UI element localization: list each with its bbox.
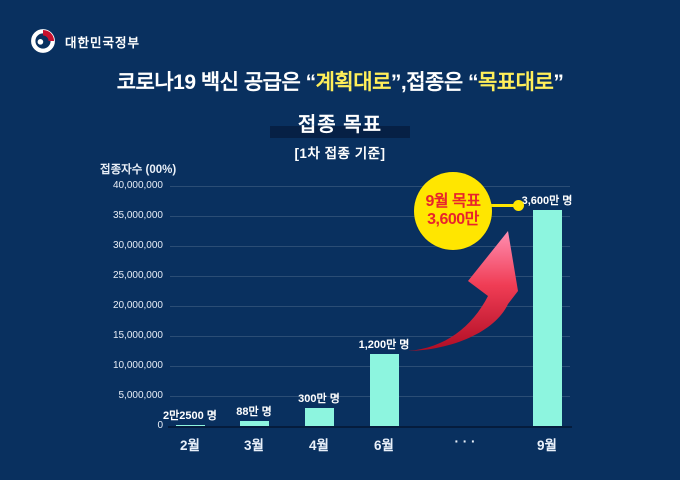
x-tick-label: 2월 <box>180 438 200 453</box>
bar-value-label: 1,200만 명 <box>358 339 410 351</box>
chart-title-text: 접종 목표 <box>297 114 383 136</box>
x-tick-label: 4월 <box>309 438 329 453</box>
bar-value-label: 2만2500 명 <box>163 410 217 422</box>
x-tick-label: 3월 <box>244 438 264 453</box>
title-part: 계획대로 <box>315 71 392 94</box>
gridline <box>170 336 570 337</box>
bar-value-label: 88만 명 <box>236 406 272 418</box>
gridline <box>170 186 570 187</box>
badge-line2: 3,600만 <box>427 211 479 228</box>
bar-3월 <box>239 421 269 426</box>
x-axis-line <box>168 426 572 428</box>
gridline <box>170 306 570 307</box>
badge-line1: 9월 목표 <box>425 192 481 210</box>
title-part: 목표대로 <box>478 71 554 94</box>
government-header: 대한민국정부 <box>30 28 140 54</box>
chart-title-wrap: 접종 목표 <box>0 108 680 138</box>
x-tick-label: 9월 <box>537 438 557 453</box>
bar-9월 <box>532 210 562 426</box>
chart-subtitle: [1차 접종 기준] <box>294 146 386 161</box>
bar-6월 <box>369 354 399 426</box>
title-part: ,접종은 <box>400 71 469 94</box>
y-tick-label: 35,000,000 <box>112 210 163 221</box>
y-tick-label: 25,000,000 <box>112 270 163 281</box>
title-part: “ <box>305 71 317 94</box>
y-tick-label: 10,000,000 <box>112 360 163 371</box>
title-part: ” <box>390 71 402 94</box>
y-tick-label: 40,000,000 <box>112 180 163 191</box>
bar-value-label: 3,600만 명 <box>521 195 573 207</box>
title-part: “ <box>468 71 479 94</box>
growth-arrow-wrap <box>400 224 525 359</box>
y-axis-label: 접종자수 (00%) <box>100 164 177 176</box>
y-tick-label: 30,000,000 <box>112 240 163 251</box>
badge-connector-line <box>489 204 517 207</box>
chart-title: 접종 목표 <box>269 108 411 138</box>
x-tick-label: 6월 <box>374 438 394 453</box>
page-title: 코로나19 백신 공급은 “계획대로”,접종은 “목표대로” <box>0 66 680 96</box>
gridline <box>170 276 570 277</box>
target-badge: 9월 목표 3,600만 <box>414 172 492 250</box>
x-tick-ellipsis: · · · <box>454 434 476 449</box>
bar-value-label: 300만 명 <box>298 393 340 405</box>
bar-4월 <box>304 408 334 426</box>
gridline <box>170 216 570 217</box>
title-part: 코로나19 백신 공급은 <box>116 71 306 94</box>
gridline <box>170 246 570 247</box>
badge-dot <box>513 200 524 211</box>
government-emblem-icon <box>31 29 55 53</box>
y-tick-label: 5,000,000 <box>118 390 164 401</box>
title-part: ” <box>553 71 564 94</box>
growth-arrow-icon <box>408 231 518 351</box>
bar-2월 <box>175 425 205 426</box>
y-tick-label: 0 <box>157 420 163 431</box>
government-brand-text: 대한민국정부 <box>65 35 141 50</box>
y-tick-label: 20,000,000 <box>112 300 163 311</box>
y-tick-label: 15,000,000 <box>112 330 163 341</box>
